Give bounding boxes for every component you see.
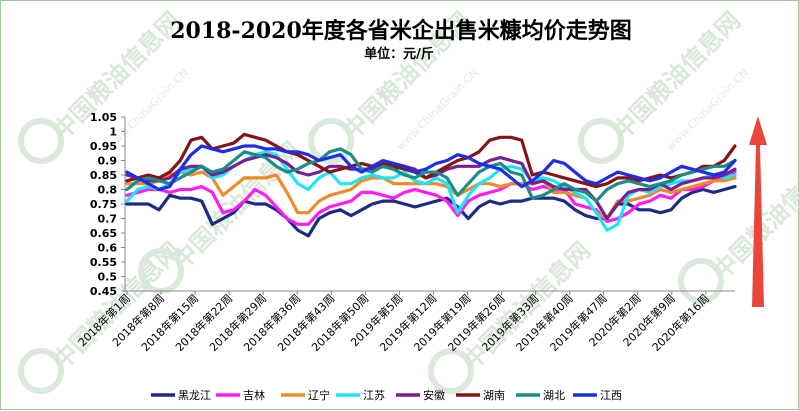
y-tick-label: 0.55 <box>90 256 117 269</box>
y-tick-label: 0.95 <box>90 140 117 153</box>
series-line-辽宁 <box>125 170 737 221</box>
legend-label: 湖北 <box>543 389 565 402</box>
x-tick-label: 2020年第16周 <box>649 291 712 354</box>
y-axis: 0.450.50.550.60.650.70.750.80.850.90.951… <box>90 111 125 298</box>
series-line-吉林 <box>125 170 737 226</box>
y-tick-label: 0.9 <box>98 155 118 168</box>
series-line-江西 <box>125 144 737 192</box>
x-tick-label: 2019年第19周 <box>411 291 474 354</box>
series-line-湖南 <box>125 132 737 189</box>
x-tick-label: 2018年第43周 <box>274 291 337 354</box>
legend-label: 安徽 <box>423 388 445 402</box>
y-tick-label: 1 <box>109 126 117 139</box>
x-tick-label: 2018年第29周 <box>206 291 269 354</box>
x-tick-label: 2019年第12周 <box>377 291 440 354</box>
series-line-湖北 <box>125 147 737 203</box>
chart-title: 2018-2020年度各省米企出售米糠均价走势图 <box>170 18 632 44</box>
trend-arrow-icon <box>749 116 767 307</box>
y-tick-label: 0.85 <box>90 169 117 182</box>
x-axis: 2018年第1周2018年第8周2018年第15周2018年第22周2018年第… <box>75 291 712 354</box>
legend-label: 湖南 <box>483 389 505 402</box>
legend-label: 辽宁 <box>308 388 330 402</box>
y-tick-label: 0.8 <box>98 184 118 197</box>
x-tick-label: 2018年第22周 <box>172 291 235 354</box>
watermark-text: 中国粮油信息网 <box>47 7 186 146</box>
x-tick-label: 2018年第15周 <box>138 291 201 354</box>
legend: 黑龙江 吉林 辽宁 江苏 安徽 湖南 湖北 江西 <box>151 388 622 402</box>
y-tick-label: 0.7 <box>98 213 118 226</box>
legend-label: 江苏 <box>363 389 385 402</box>
y-tick-label: 0.5 <box>98 271 118 284</box>
legend-label: 吉林 <box>243 388 265 402</box>
x-tick-label: 2018年第50周 <box>309 291 372 354</box>
y-tick-label: 0.45 <box>90 285 117 298</box>
y-tick-label: 0.65 <box>90 227 117 240</box>
y-tick-label: 1.05 <box>90 111 117 124</box>
legend-label: 黑龙江 <box>178 389 211 402</box>
y-tick-label: 0.75 <box>90 198 117 211</box>
y-tick-label: 0.6 <box>98 242 118 255</box>
legend-label: 江西 <box>600 389 622 402</box>
x-tick-label: 2018年第36周 <box>240 291 303 354</box>
x-tick-label: 2019年第47周 <box>547 291 610 354</box>
chart-unit: 单位：元/斤 <box>364 46 434 62</box>
x-tick-label: 2019年第33周 <box>479 291 542 354</box>
series-layer <box>125 132 737 238</box>
watermark-logo-icon: 中国粮油信息网 www.ChinaGrain.CN <box>18 7 191 164</box>
